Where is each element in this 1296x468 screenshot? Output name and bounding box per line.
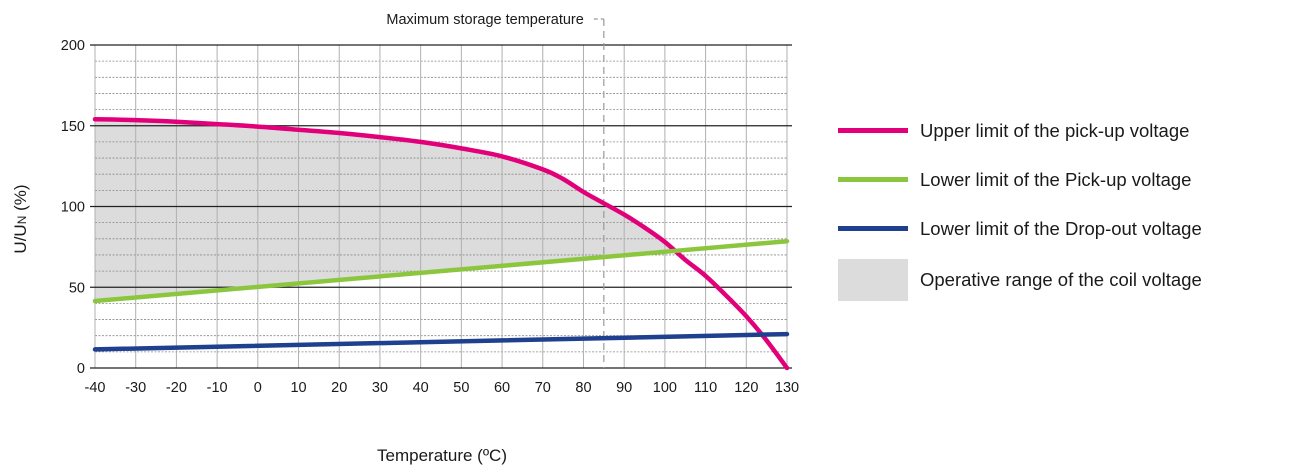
y-axis-title-main: U/U [11, 224, 30, 253]
max-storage-temperature-label: Maximum storage temperature [386, 12, 583, 28]
x-tick-label: -30 [125, 380, 146, 396]
legend-label-lower-pickup: Lower limit of the Pick-up voltage [920, 168, 1192, 190]
x-tick-label: 10 [290, 380, 306, 396]
legend-swatch-upper-pickup [838, 128, 908, 133]
legend: Upper limit of the pick-up voltage Lower… [838, 106, 1202, 301]
y-axis-title-subscript: N [15, 216, 29, 225]
x-tick-label: -40 [85, 380, 106, 396]
legend-swatch-operative-range [838, 259, 908, 301]
legend-item-lower-pickup: Lower limit of the Pick-up voltage [838, 155, 1202, 204]
y-tick-label: 0 [77, 361, 85, 377]
x-axis-title: Temperature (ºC) [377, 446, 507, 465]
y-tick-label: 200 [61, 38, 85, 54]
x-tick-label: -10 [207, 380, 228, 396]
upper-pickup-line [92, 117, 790, 371]
x-tick-label: 130 [775, 380, 799, 396]
legend-label-operative-range: Operative range of the coil voltage [920, 269, 1202, 290]
x-tick-label: 50 [453, 380, 469, 396]
tick-label-layer: -40 -30 -20 -10 0 10 20 30 40 50 60 70 80 90 100 110 120… [61, 38, 799, 396]
x-tick-label: 30 [372, 380, 388, 396]
legend-item-lower-dropout: Lower limit of the Drop-out voltage [838, 204, 1202, 253]
x-tick-label: 80 [575, 380, 591, 396]
legend-item-upper-pickup: Upper limit of the pick-up voltage [838, 106, 1202, 155]
x-tick-label: 90 [616, 380, 632, 396]
x-tick-label: 40 [413, 380, 429, 396]
lower-pickup-line [92, 238, 790, 304]
operative-range-area [95, 119, 678, 301]
legend-swatch-lower-dropout [838, 226, 908, 231]
legend-item-operative-range: Operative range of the coil voltage [838, 259, 1202, 301]
x-tick-label: 70 [535, 380, 551, 396]
grid-layer [90, 18, 792, 369]
legend-swatch-lower-pickup [838, 177, 908, 182]
y-tick-label: 150 [61, 119, 85, 135]
lower-dropout-line [92, 331, 790, 352]
x-tick-label: 100 [653, 380, 677, 396]
operative-range-area-layer [95, 119, 678, 301]
legend-label-upper-pickup: Upper limit of the pick-up voltage [920, 119, 1190, 141]
legend-label-lower-dropout: Lower limit of the Drop-out voltage [920, 217, 1202, 239]
x-tick-label: 20 [331, 380, 347, 396]
x-tick-label: -20 [166, 380, 187, 396]
x-tick-label: 120 [734, 380, 758, 396]
x-tick-label: 110 [694, 380, 717, 396]
y-tick-label: 100 [61, 200, 85, 216]
y-axis-title: U/UN (%) [11, 184, 30, 253]
series-layer [92, 117, 790, 371]
y-axis-title-unit: (%) [11, 184, 30, 215]
x-tick-label: 0 [254, 380, 262, 396]
y-tick-label: 50 [69, 280, 85, 296]
x-tick-label: 60 [494, 380, 510, 396]
